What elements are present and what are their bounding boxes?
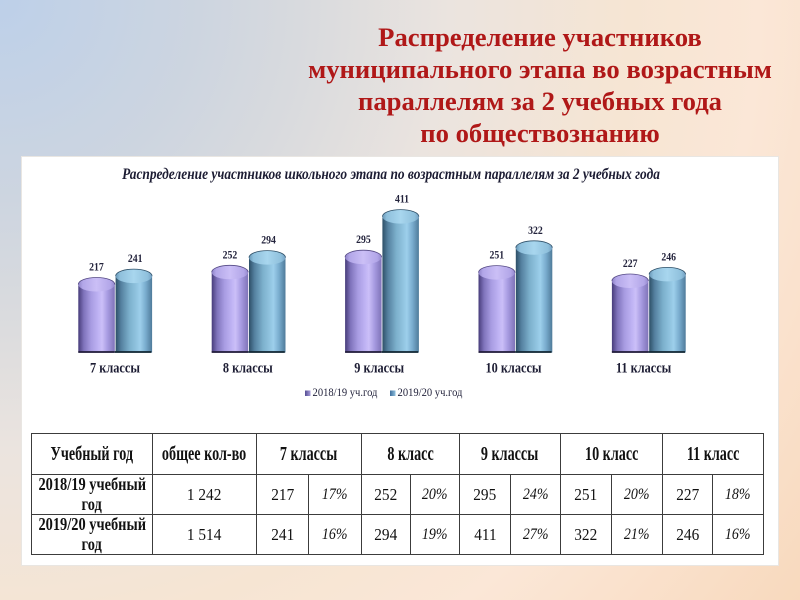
svg-text:295: 295 xyxy=(356,234,371,247)
svg-text:2019/20 уч.год: 2019/20 уч.год xyxy=(398,387,463,399)
svg-text:217: 217 xyxy=(89,261,104,274)
svg-text:10 классы: 10 классы xyxy=(485,359,542,375)
svg-text:294: 294 xyxy=(261,234,276,247)
svg-text:Распределение участников школь: Распределение участников школьного этапа… xyxy=(122,166,660,183)
svg-text:411: 411 xyxy=(395,193,409,206)
svg-text:246: 246 xyxy=(661,251,676,264)
svg-text:251: 251 xyxy=(489,249,504,262)
svg-text:241: 241 xyxy=(128,252,143,265)
svg-text:322: 322 xyxy=(528,224,543,237)
svg-text:11 классы: 11 классы xyxy=(616,359,672,375)
svg-text:227: 227 xyxy=(623,257,638,270)
svg-text:252: 252 xyxy=(223,249,238,262)
svg-text:9 классы: 9 классы xyxy=(354,359,404,375)
svg-text:7 классы: 7 классы xyxy=(90,359,140,375)
svg-text:2018/19 уч.год: 2018/19 уч.год xyxy=(313,387,378,399)
svg-text:8 классы: 8 классы xyxy=(223,359,273,375)
